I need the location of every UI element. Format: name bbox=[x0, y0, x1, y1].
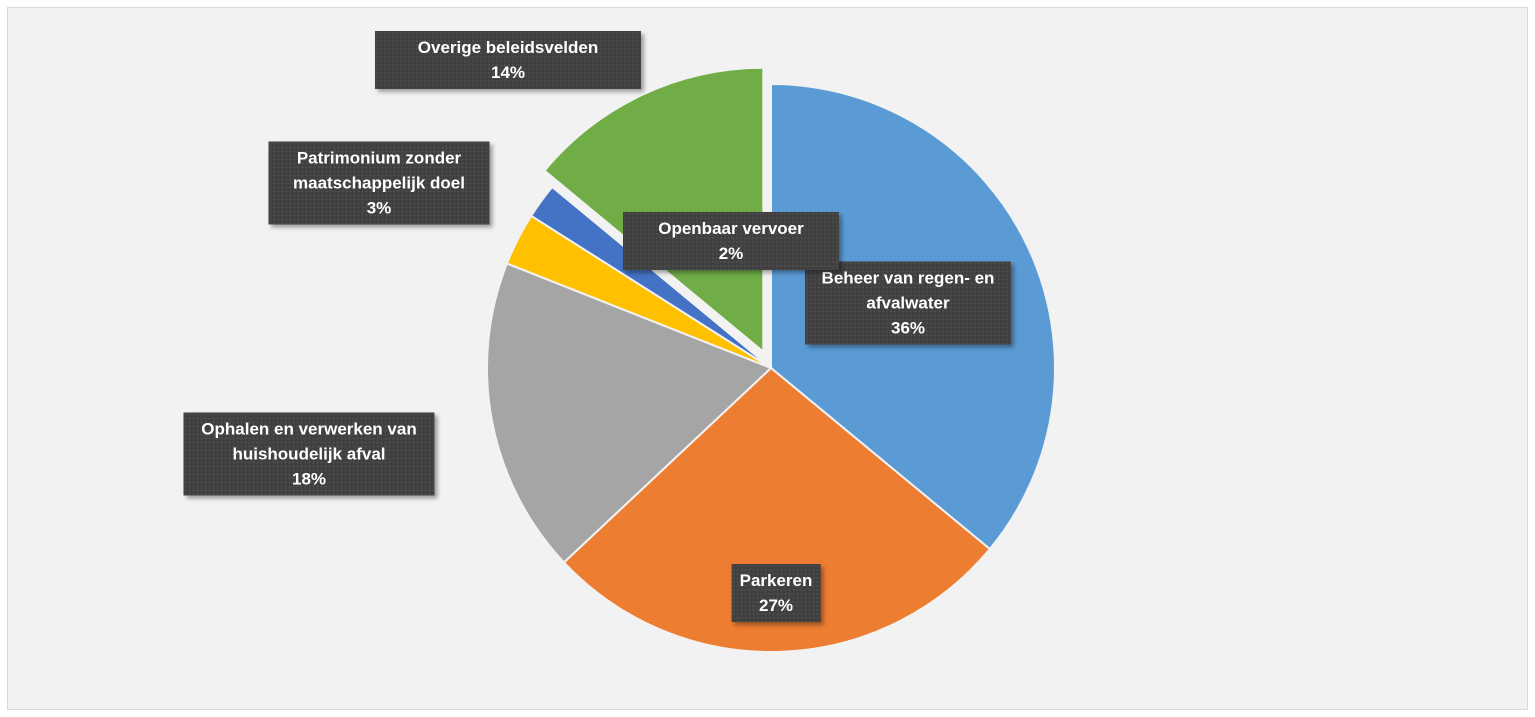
pie-slice bbox=[543, 66, 765, 354]
value-label: 18% bbox=[291, 469, 327, 489]
value-label: 27% bbox=[758, 596, 794, 615]
category-label: Openbaar vervoer bbox=[658, 219, 804, 238]
pie-slice bbox=[562, 366, 992, 653]
data-label: Patrimonium zonder maatschappelijk doel 3… bbox=[268, 141, 490, 225]
data-label: Openbaar vervoer 2% bbox=[623, 212, 839, 270]
category-label: Parkeren bbox=[739, 571, 813, 590]
category-label: Patrimonium zonder maatschappelijk doel bbox=[293, 148, 465, 193]
category-label: Beheer van regen- en afvalwater bbox=[821, 268, 995, 313]
category-label: Ophalen en verwerken van huishoudelijk a… bbox=[201, 419, 417, 464]
value-label: 3% bbox=[366, 198, 392, 218]
pie-slice bbox=[486, 262, 773, 564]
data-label: Overige beleidsvelden 14% bbox=[375, 31, 641, 89]
data-label: Parkeren 27% bbox=[731, 564, 821, 622]
data-label: Ophalen en verwerken van huishoudelijk a… bbox=[183, 412, 435, 496]
value-label: 36% bbox=[890, 318, 926, 338]
value-label: 2% bbox=[718, 244, 744, 263]
value-label: 14% bbox=[490, 63, 526, 82]
category-label: Overige beleidsvelden bbox=[417, 38, 599, 57]
data-label: Beheer van regen- en afvalwater 36% bbox=[805, 261, 1011, 345]
pie-slice bbox=[529, 185, 772, 369]
